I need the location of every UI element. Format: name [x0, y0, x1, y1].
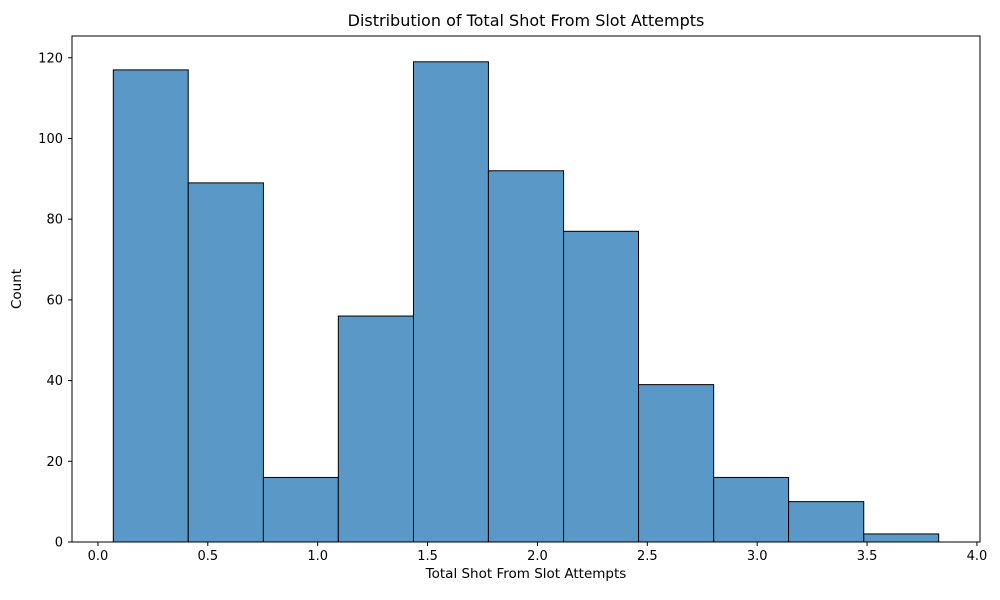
- y-axis-ticks: 0 20 40 60 80 100 120: [38, 51, 72, 551]
- histogram-bar: [788, 501, 865, 543]
- histogram-bar: [638, 384, 715, 543]
- x-tick-label: 2.5: [637, 549, 658, 564]
- y-tick-label: 120: [38, 51, 63, 66]
- histogram-bar: [337, 315, 414, 543]
- y-tick-label: 100: [38, 132, 63, 147]
- x-tick-label: 4.0: [967, 549, 988, 564]
- x-tick-label: 3.5: [857, 549, 878, 564]
- histogram-bar: [187, 182, 264, 543]
- histogram-bar: [262, 476, 339, 543]
- histogram-bar: [863, 533, 940, 543]
- x-tick-label: 1.5: [417, 549, 438, 564]
- histogram-bar: [412, 61, 489, 543]
- x-tick-label: 0.0: [88, 549, 109, 564]
- x-tick-label: 3.0: [747, 549, 768, 564]
- histogram-bar: [487, 170, 565, 543]
- x-tick-label: 1.0: [307, 549, 328, 564]
- x-tick-label: 2.0: [527, 549, 548, 564]
- histogram-bar: [112, 69, 189, 543]
- y-tick-label: 0: [55, 536, 63, 551]
- x-tick-label: 0.5: [197, 549, 218, 564]
- chart-title: Distribution of Total Shot From Slot Att…: [348, 11, 705, 30]
- histogram-bar: [563, 230, 640, 543]
- x-axis-ticks: 0.0 0.5 1.0 1.5 2.0 2.5 3.0 3.5 4.0: [88, 542, 988, 564]
- bars-group: [112, 61, 940, 543]
- y-axis-label: Count: [9, 269, 25, 309]
- y-tick-label: 80: [46, 213, 63, 228]
- y-tick-label: 60: [46, 293, 63, 308]
- y-tick-label: 40: [46, 374, 63, 389]
- x-axis-label: Total Shot From Slot Attempts: [425, 566, 627, 582]
- y-tick-label: 20: [46, 455, 63, 470]
- histogram-bar: [713, 476, 790, 543]
